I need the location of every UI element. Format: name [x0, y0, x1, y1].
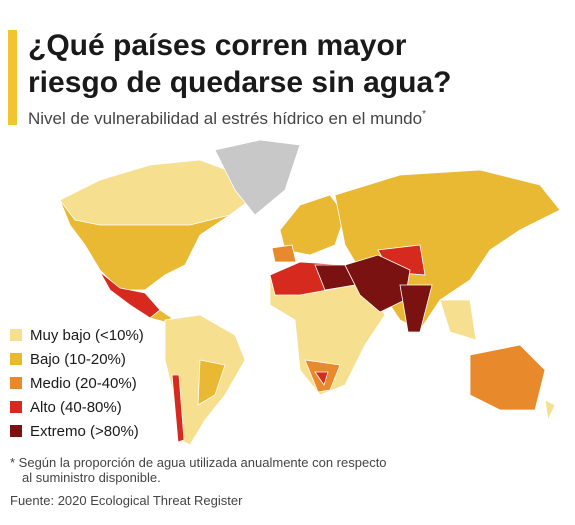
southeast-asia [439, 299, 477, 341]
central-america [149, 309, 173, 323]
source: Fuente: 2020 Ecological Threat Register [10, 493, 243, 508]
australia [469, 344, 546, 411]
footnote: * Según la proporción de agua utilizada … [10, 455, 387, 470]
title-line: ¿Qué países corren mayor [28, 29, 407, 62]
canada [59, 159, 251, 226]
legend-label: Medio (20-40%) [30, 375, 137, 392]
india [399, 284, 433, 333]
legend-swatch [10, 353, 22, 365]
botswana [314, 371, 329, 386]
legend-label: Bajo (10-20%) [30, 351, 126, 368]
legend-swatch [10, 377, 22, 389]
footnote: al suministro disponible. [22, 470, 161, 485]
new-zealand [544, 399, 556, 422]
accent-bar [8, 30, 17, 125]
legend: Muy bajo (<10%) Bajo (10-20%) Medio (20-40… [10, 327, 144, 440]
legend-label: Muy bajo (<10%) [30, 327, 144, 344]
legend-swatch [10, 401, 22, 413]
iberia [271, 244, 297, 263]
legend-label: Alto (40-80%) [30, 399, 122, 416]
chile [171, 374, 185, 443]
subtitle-text: Nivel de vulnerabilidad al estrés hídric… [28, 109, 422, 128]
south-america-south [197, 359, 226, 406]
legend-swatch [10, 425, 22, 437]
subtitle-mark: * [422, 109, 426, 120]
legend-label: Extremo (>80%) [30, 423, 139, 440]
title-line: riesgo de quedarse sin agua? [28, 66, 451, 99]
legend-swatch [10, 329, 22, 341]
world-map [59, 139, 561, 446]
subtitle: Nivel de vulnerabilidad al estrés hídric… [28, 109, 426, 128]
greenland [214, 139, 301, 216]
